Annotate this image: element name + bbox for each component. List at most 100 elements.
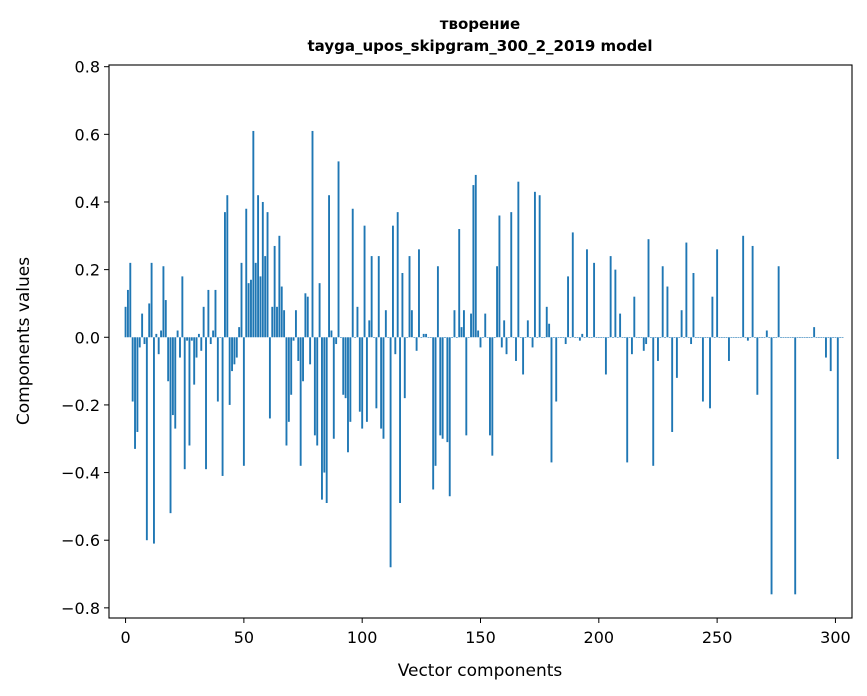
- bar-219: [642, 337, 645, 351]
- y-axis-ticks: −0.8 −0.6 −0.4 −0.2 0.0 0.2 0.4 0.6 0.8: [61, 58, 109, 618]
- bar-145: [467, 337, 470, 338]
- bar-42: [224, 212, 226, 338]
- bar-280: [787, 337, 790, 338]
- bar-200: [597, 337, 600, 338]
- bar-36: [209, 337, 212, 345]
- bar-223: [652, 337, 655, 466]
- x-tick-label: 100: [347, 628, 378, 647]
- bar-259: [737, 337, 740, 338]
- bar-157: [496, 266, 499, 338]
- bar-113: [392, 225, 394, 338]
- bar-24: [181, 276, 184, 338]
- bar-3: [131, 337, 134, 402]
- bar-285: [799, 337, 801, 338]
- bar-104: [370, 256, 373, 338]
- bar-84: [323, 337, 326, 473]
- bar-256: [730, 337, 733, 338]
- bar-147: [472, 185, 475, 338]
- y-tick-label: 0.4: [75, 193, 100, 212]
- bar-290: [810, 337, 813, 338]
- bar-163: [510, 212, 513, 338]
- bar-233: [675, 337, 678, 378]
- bar-205: [609, 256, 612, 338]
- bar-53: [250, 279, 252, 338]
- bar-25: [183, 337, 186, 470]
- bar-282: [791, 337, 794, 338]
- bar-237: [685, 242, 688, 338]
- bar-262: [744, 337, 747, 338]
- bar-71: [292, 337, 295, 341]
- bar-291: [813, 327, 816, 338]
- y-tick-label: −0.8: [61, 599, 100, 618]
- bar-160: [503, 320, 506, 338]
- bar-177: [543, 337, 546, 338]
- x-tick-label: 250: [702, 628, 733, 647]
- bar-301: [836, 337, 839, 460]
- bar-168: [522, 337, 525, 375]
- bar-6: [138, 337, 141, 348]
- bar-78: [309, 337, 312, 365]
- bar-112: [389, 337, 392, 568]
- bar-148: [474, 174, 477, 338]
- bar-58: [261, 201, 264, 338]
- x-axis-ticks: 0 50 100 150 200 250 300: [120, 618, 851, 647]
- bar-22: [176, 330, 179, 338]
- bar-258: [735, 337, 737, 338]
- bar-173: [533, 191, 536, 338]
- bar-45: [231, 337, 233, 372]
- bar-209: [619, 313, 622, 338]
- bar-229: [666, 286, 669, 338]
- bar-175: [538, 195, 541, 338]
- bar-287: [803, 337, 806, 338]
- bar-47: [235, 337, 238, 358]
- x-tick-label: 150: [465, 628, 496, 647]
- bar-131: [434, 337, 437, 466]
- bar-33: [202, 306, 205, 338]
- bar-296: [825, 337, 827, 358]
- bar-143: [462, 310, 465, 338]
- chart-subtitle: tayga_upos_skipgram_300_2_2019 model: [308, 37, 653, 55]
- bar-292: [815, 337, 818, 338]
- bar-192: [578, 337, 581, 341]
- bar-111: [387, 337, 390, 338]
- bar-126: [422, 333, 425, 338]
- bar-141: [458, 229, 461, 338]
- bar-288: [806, 337, 808, 338]
- bar-13: [155, 333, 158, 338]
- bar-57: [259, 276, 262, 338]
- bar-43: [226, 195, 229, 338]
- bar-284: [796, 337, 799, 338]
- bar-191: [576, 337, 579, 338]
- bar-155: [491, 337, 494, 456]
- bar-152: [484, 313, 487, 338]
- bar-28: [190, 337, 193, 341]
- bar-239: [690, 337, 693, 345]
- bar-188: [569, 337, 572, 338]
- bar-119: [406, 337, 409, 338]
- bar-266: [754, 337, 756, 338]
- bar-14: [157, 337, 160, 355]
- bar-91: [339, 337, 342, 338]
- bar-162: [507, 337, 510, 338]
- bar-125: [420, 337, 423, 338]
- bar-272: [768, 337, 771, 338]
- bar-86: [328, 195, 330, 338]
- bar-35: [207, 289, 210, 338]
- bar-32: [200, 337, 203, 351]
- y-tick-label: 0.6: [75, 125, 100, 144]
- bar-225: [657, 337, 659, 361]
- bar-273: [770, 337, 773, 595]
- bar-260: [739, 337, 742, 338]
- bar-132: [436, 266, 439, 338]
- y-tick-label: 0.0: [75, 328, 100, 347]
- bar-19: [169, 337, 172, 514]
- bar-97: [354, 337, 357, 338]
- bar-187: [567, 276, 569, 338]
- bar-214: [630, 337, 633, 355]
- bar-41: [221, 337, 224, 476]
- bar-7: [141, 313, 144, 338]
- bar-210: [621, 337, 624, 338]
- bar-34: [205, 337, 207, 470]
- bar-302: [839, 337, 842, 338]
- bar-51: [245, 208, 248, 338]
